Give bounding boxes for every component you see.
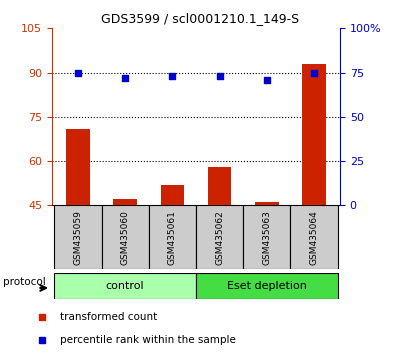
Bar [113, 199, 137, 205]
Point [75, 70, 81, 75]
Bar [66, 129, 90, 205]
Bar [302, 64, 326, 205]
Point [216, 73, 223, 79]
Text: GSM435061: GSM435061 [168, 210, 177, 265]
Text: Eset depletion: Eset depletion [227, 281, 307, 291]
Bar [290, 205, 338, 269]
Bar [102, 205, 149, 269]
Text: protocol: protocol [3, 277, 45, 287]
Text: GSM435064: GSM435064 [310, 210, 318, 264]
Text: GSM435062: GSM435062 [215, 210, 224, 264]
Point [264, 77, 270, 82]
Bar [243, 205, 290, 269]
Point [169, 73, 176, 79]
Text: GSM435059: GSM435059 [74, 210, 82, 265]
Bar [255, 202, 279, 205]
Point [311, 70, 317, 75]
Bar [149, 205, 196, 269]
Text: GSM435060: GSM435060 [121, 210, 130, 265]
Text: GSM435063: GSM435063 [262, 210, 271, 265]
Bar [196, 205, 243, 269]
Point [122, 75, 128, 81]
Text: control: control [106, 281, 144, 291]
Text: percentile rank within the sample: percentile rank within the sample [60, 335, 236, 346]
Text: transformed count: transformed count [60, 312, 157, 322]
Bar [160, 185, 184, 205]
Bar [54, 273, 196, 299]
Bar [54, 205, 102, 269]
Bar [208, 167, 232, 205]
Bar [196, 273, 338, 299]
Text: GDS3599 / scl0001210.1_149-S: GDS3599 / scl0001210.1_149-S [101, 12, 299, 25]
